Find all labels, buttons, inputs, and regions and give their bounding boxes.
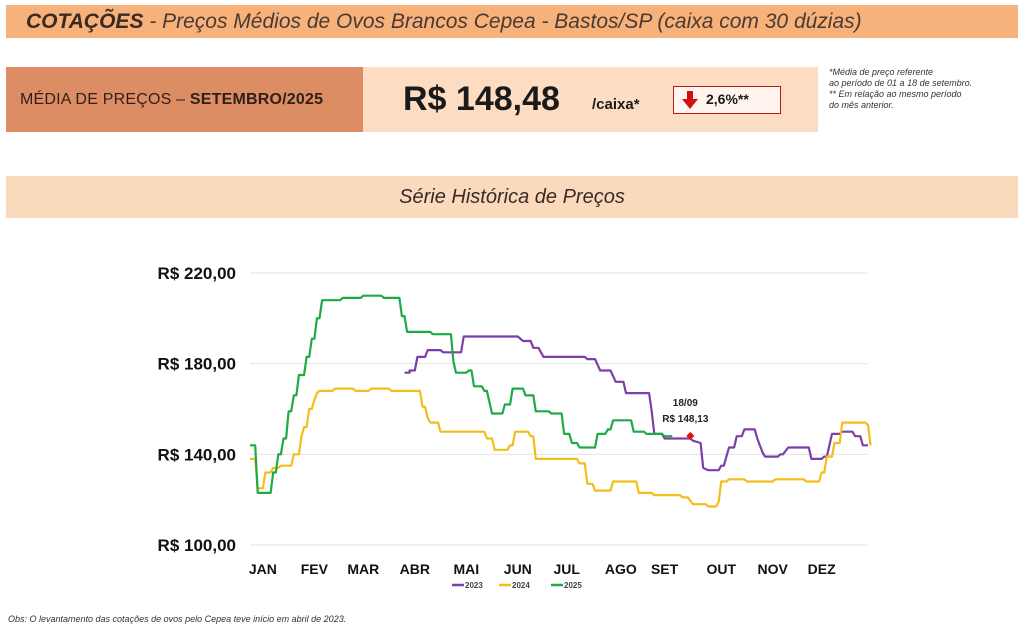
price-unit: /caixa* (592, 96, 640, 113)
change-percent: 2,6%** (706, 91, 749, 107)
legend-label-2024: 2024 (512, 581, 530, 590)
series-line-2024 (250, 387, 872, 508)
page-title-bold: COTAÇÕES (26, 10, 144, 33)
price-chart: R$ 100,00 R$ 140,00 R$ 180,00 R$ 220,00 JAN F… (158, 264, 872, 590)
footnote: *Média de preço referente ao período de … (829, 67, 972, 111)
series-header-bar: Série Histórica de Preços (6, 176, 1018, 218)
average-label-box: MÉDIA DE PREÇOS – SETEMBRO/2025 (6, 67, 363, 132)
x-tick-label: FEV (301, 561, 329, 577)
legend-label-2025: 2025 (564, 581, 582, 590)
y-tick-label: R$ 140,00 (158, 445, 236, 464)
annotation-date: 18/09 (673, 398, 698, 409)
average-price-box: R$ 148,48 /caixa* 2,6%** (363, 67, 818, 132)
average-label-prefix: MÉDIA DE PREÇOS – (20, 91, 190, 108)
series-line-2023 (404, 335, 868, 472)
x-tick-label: SET (651, 561, 679, 577)
page-title: COTAÇÕES - Preços Médios de Ovos Brancos… (26, 10, 862, 34)
x-tick-label: AGO (605, 561, 637, 577)
footnote-line: *Média de preço referente (829, 67, 934, 77)
x-tick-label: DEZ (808, 561, 836, 577)
average-label-period: SETEMBRO/2025 (189, 91, 324, 108)
footnote-line: ** Em relação ao mesmo período (829, 89, 962, 99)
x-tick-label: JAN (249, 561, 277, 577)
average-label: MÉDIA DE PREÇOS – SETEMBRO/2025 (20, 91, 323, 109)
x-tick-label: ABR (400, 561, 430, 577)
footnote-line: do mês anterior. (829, 100, 894, 110)
change-badge: 2,6%** (673, 86, 781, 114)
series-title: Série Histórica de Preços (399, 186, 625, 208)
footnote-line: ao período de 01 a 18 de setembro. (829, 78, 973, 88)
x-tick-label: JUN (504, 561, 532, 577)
x-tick-label: JUL (553, 561, 580, 577)
page-title-rest: - Preços Médios de Ovos Brancos Cepea - … (143, 10, 862, 33)
annotation-marker (686, 431, 695, 440)
x-tick-label: OUT (706, 561, 736, 577)
annotation-value: R$ 148,13 (662, 414, 709, 425)
x-tick-label: MAI (453, 561, 479, 577)
x-tick-label: NOV (758, 561, 789, 577)
average-price: R$ 148,48 (403, 80, 560, 118)
series-line-2025 (250, 294, 673, 494)
x-tick-label: MAR (347, 561, 379, 577)
legend-label-2023: 2023 (465, 581, 483, 590)
header-bar: COTAÇÕES - Preços Médios de Ovos Brancos… (6, 5, 1018, 38)
arrow-down-icon (682, 91, 698, 109)
y-tick-label: R$ 180,00 (158, 355, 236, 374)
y-tick-label: R$ 220,00 (158, 264, 236, 283)
y-tick-label: R$ 100,00 (158, 536, 236, 555)
observation-note: Obs: O levantamento das cotações de ovos… (8, 614, 347, 624)
